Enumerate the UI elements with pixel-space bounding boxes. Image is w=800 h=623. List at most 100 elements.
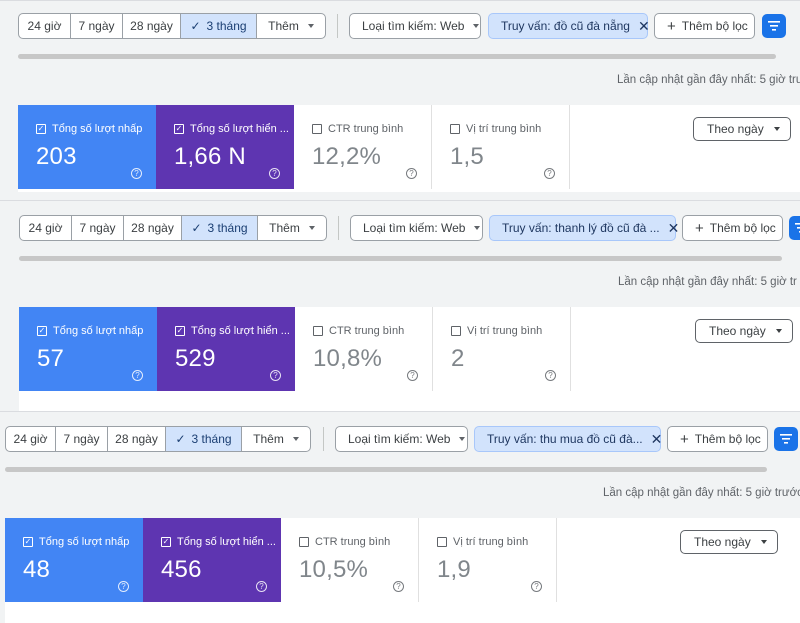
range-24h-button[interactable]: 24 giờ [20, 216, 72, 240]
help-icon[interactable]: ? [131, 168, 142, 179]
caret-down-icon [308, 226, 315, 230]
horizontal-scrollbar[interactable] [18, 54, 776, 59]
range-3m-button[interactable]: ✓ 3 tháng [166, 427, 242, 451]
help-icon[interactable]: ? [406, 168, 417, 179]
checkbox-icon[interactable] [313, 326, 323, 336]
metric-position[interactable]: Vị trí trung bình 1,9 ? [419, 518, 557, 602]
checkbox-icon[interactable] [450, 124, 460, 134]
checkbox-icon[interactable]: ✓ [23, 537, 33, 547]
range-more-label: Thêm [269, 221, 300, 235]
metric-ctr[interactable]: CTR trung bình 10,5% ? [281, 518, 419, 602]
metric-clicks[interactable]: ✓ Tổng số lượt nhấp 57 ? [19, 307, 157, 391]
range-3m-label: 3 tháng [191, 432, 232, 446]
help-icon[interactable]: ? [118, 581, 129, 592]
range-28d-button[interactable]: 28 ngày [108, 427, 166, 451]
filter-settings-button[interactable] [762, 14, 786, 38]
sort-dropdown[interactable]: Theo ngày [695, 319, 793, 343]
checkbox-icon[interactable] [451, 326, 461, 336]
toolbar-divider [338, 216, 339, 240]
metric-impressions[interactable]: ✓ Tổng số lượt hiển ... 456 ? [143, 518, 281, 602]
caret-down-icon [760, 540, 767, 544]
search-type-filter[interactable]: Loại tìm kiếm: Web [349, 13, 481, 39]
date-range-selector: 24 giờ 7 ngày 28 ngày ✓ 3 tháng Thêm [5, 426, 311, 452]
range-more-button[interactable]: Thêm [258, 216, 326, 240]
search-type-filter[interactable]: Loại tìm kiếm: Web [350, 215, 483, 241]
close-icon[interactable]: ✕ [667, 220, 680, 236]
help-icon[interactable]: ? [269, 168, 280, 179]
query-filter-chip[interactable]: Truy vấn: thu mua đồ cũ đà... ✕ [474, 426, 663, 452]
range-more-button[interactable]: Thêm [242, 427, 310, 451]
filter-settings-button[interactable] [774, 427, 798, 451]
range-28d-button[interactable]: 28 ngày [124, 216, 182, 240]
checkbox-icon[interactable]: ✓ [174, 124, 184, 134]
help-icon[interactable]: ? [393, 581, 404, 592]
metric-clicks[interactable]: ✓ Tổng số lượt nhấp 48 ? [5, 518, 143, 602]
range-7d-button[interactable]: 7 ngày [71, 14, 123, 38]
metric-position[interactable]: Vị trí trung bình 1,5 ? [432, 105, 570, 189]
add-filter-label: Thêm bộ lọc [681, 19, 748, 33]
metric-value: 10,5% [299, 556, 369, 583]
add-filter-button[interactable]: + Thêm bộ lọc [682, 215, 783, 241]
metric-impressions[interactable]: ✓ Tổng số lượt hiển ... 529 ? [157, 307, 295, 391]
range-more-button[interactable]: Thêm [257, 14, 325, 38]
checkbox-icon[interactable]: ✓ [161, 537, 171, 547]
range-7d-button[interactable]: 7 ngày [72, 216, 124, 240]
help-icon[interactable]: ? [531, 581, 542, 592]
help-icon[interactable]: ? [256, 581, 267, 592]
plus-icon: + [680, 430, 689, 448]
metric-label: CTR trung bình [315, 536, 391, 548]
date-range-toolbar: 24 giờ 7 ngày 28 ngày ✓ 3 tháng Thêm [18, 13, 326, 39]
help-icon[interactable]: ? [545, 370, 556, 381]
metric-position[interactable]: Vị trí trung bình 2 ? [433, 307, 571, 391]
range-3m-button[interactable]: ✓ 3 tháng [182, 216, 258, 240]
metric-value: 456 [161, 556, 202, 583]
range-24h-button[interactable]: 24 giờ [6, 427, 56, 451]
sort-label: Theo ngày [707, 122, 764, 136]
query-filter-chip[interactable]: Truy vấn: thanh lý đồ cũ đà ... ✕ [489, 215, 679, 241]
help-icon[interactable]: ? [132, 370, 143, 381]
metric-clicks[interactable]: ✓ Tổng số lượt nhấp 203 ? [18, 105, 156, 189]
checkbox-icon[interactable] [299, 537, 309, 547]
plus-icon: + [667, 17, 676, 35]
checkbox-icon[interactable]: ✓ [37, 326, 47, 336]
metric-label: Vị trí trung bình [466, 123, 542, 135]
metric-label: Tổng số lượt nhấp [52, 123, 143, 135]
filter-icon [795, 223, 800, 233]
range-7d-button[interactable]: 7 ngày [56, 427, 108, 451]
help-icon[interactable]: ? [544, 168, 555, 179]
query-filter-chip[interactable]: Truy vấn: đồ cũ đà nẵng ✕ [488, 13, 650, 39]
checkbox-icon[interactable]: ✓ [175, 326, 185, 336]
plus-icon: + [695, 219, 704, 237]
checkbox-icon[interactable] [437, 537, 447, 547]
horizontal-scrollbar[interactable] [19, 256, 782, 261]
add-filter-button[interactable]: + Thêm bộ lọc [667, 426, 768, 452]
metric-label: Tổng số lượt hiển ... [177, 536, 276, 548]
metric-impressions[interactable]: ✓ Tổng số lượt hiển ... 1,66 N ? [156, 105, 294, 189]
help-icon[interactable]: ? [407, 370, 418, 381]
filter-icon [780, 434, 792, 444]
help-icon[interactable]: ? [270, 370, 281, 381]
search-type-filter[interactable]: Loại tìm kiếm: Web [335, 426, 468, 452]
sort-dropdown[interactable]: Theo ngày [693, 117, 791, 141]
metric-ctr[interactable]: CTR trung bình 12,2% ? [294, 105, 432, 189]
add-filter-button[interactable]: + Thêm bộ lọc [654, 13, 755, 39]
sort-label: Theo ngày [694, 535, 751, 549]
metric-label: Tổng số lượt nhấp [39, 536, 130, 548]
range-3m-button[interactable]: ✓ 3 tháng [181, 14, 257, 38]
add-filter-label: Thêm bộ lọc [709, 221, 776, 235]
filter-settings-button[interactable] [789, 216, 800, 240]
range-28d-button[interactable]: 28 ngày [123, 14, 181, 38]
close-icon[interactable]: ✕ [637, 18, 650, 34]
checkbox-icon[interactable] [312, 124, 322, 134]
metric-value: 203 [36, 143, 77, 170]
horizontal-scrollbar[interactable] [5, 467, 767, 472]
metric-label: CTR trung bình [328, 123, 404, 135]
checkbox-icon[interactable]: ✓ [36, 124, 46, 134]
metric-ctr[interactable]: CTR trung bình 10,8% ? [295, 307, 433, 391]
range-more-label: Thêm [253, 432, 284, 446]
metric-value: 12,2% [312, 143, 382, 170]
close-icon[interactable]: ✕ [650, 431, 663, 447]
metric-value: 1,66 N [174, 143, 246, 170]
range-24h-button[interactable]: 24 giờ [19, 14, 71, 38]
sort-dropdown[interactable]: Theo ngày [680, 530, 778, 554]
